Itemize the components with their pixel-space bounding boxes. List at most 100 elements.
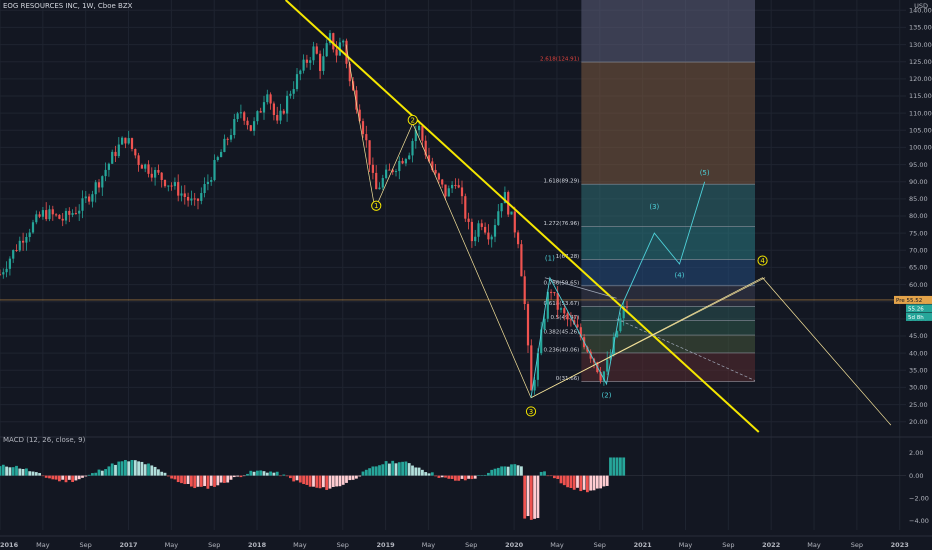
candle-body	[328, 33, 332, 44]
y-tick-label: 125.00	[909, 58, 932, 66]
candle-body	[107, 163, 110, 170]
macd-bar	[394, 463, 398, 476]
macd-bar	[371, 466, 375, 476]
candle-body	[210, 180, 213, 182]
candle-body	[177, 182, 180, 196]
macd-bar	[589, 475, 593, 491]
candle-body	[61, 218, 64, 221]
macd-bar	[572, 475, 576, 490]
fib-zone	[581, 0, 755, 63]
candle-body	[220, 151, 223, 158]
candle-body	[114, 151, 117, 157]
macd-bar	[322, 475, 325, 488]
fib-label: 0.382(45.26)	[544, 330, 580, 336]
candle-body	[51, 209, 54, 215]
macd-bar	[579, 475, 583, 492]
macd-bar	[298, 475, 302, 483]
candle-body	[540, 329, 543, 354]
wave-label-circle	[407, 114, 418, 126]
currency-label: USD	[914, 2, 928, 10]
macd-bar	[374, 466, 378, 476]
candle-body	[622, 306, 625, 319]
macd-bar	[341, 475, 345, 485]
y-tick-label: 30.00	[909, 384, 928, 392]
x-tick-label: 2017	[119, 541, 137, 549]
candle-body	[246, 120, 249, 126]
macd-bar	[209, 475, 213, 486]
macd-bar	[265, 472, 269, 476]
price-tag	[906, 304, 932, 313]
candle-body	[302, 59, 305, 71]
candle-body	[124, 137, 127, 144]
candle-body	[401, 160, 404, 164]
macd-bar	[143, 464, 147, 476]
fib-label: 2.618(124.91)	[540, 57, 579, 63]
candle-body	[239, 112, 242, 114]
macd-bar	[602, 475, 606, 487]
macd-bar	[249, 470, 253, 476]
candle-body	[173, 182, 176, 187]
y-tick-label: 95.00	[909, 161, 928, 169]
candle-body	[74, 213, 77, 215]
macd-bar	[619, 457, 622, 476]
candle-body	[305, 59, 308, 63]
fib-label: 0.236(40.06)	[544, 347, 580, 353]
fib-zone	[581, 320, 755, 336]
candle-body	[111, 151, 114, 164]
macd-bar	[272, 472, 276, 476]
candle-body	[12, 250, 15, 259]
candle-body	[480, 223, 483, 227]
y-tick-label: 110.00	[909, 109, 932, 117]
candle-body	[576, 324, 579, 328]
macd-bar	[48, 475, 51, 479]
macd-bar	[427, 473, 431, 476]
candle-body	[358, 109, 361, 122]
macd-bar	[232, 475, 236, 478]
x-tick-label: Sep	[722, 541, 734, 549]
macd-bar	[1, 464, 5, 476]
macd-bar	[569, 475, 573, 488]
candle-body	[606, 359, 609, 372]
wave-label-minor: (1)	[545, 255, 555, 263]
macd-bar	[107, 466, 111, 476]
x-tick-label: 2019	[377, 541, 396, 549]
macd-bar	[67, 475, 71, 480]
macd-bar	[414, 467, 418, 476]
y-tick-label: 20.00	[909, 418, 928, 426]
candle-body	[322, 56, 325, 71]
macd-bar	[295, 475, 299, 481]
candle-body	[378, 187, 381, 190]
macd-bar	[166, 475, 170, 477]
candle-body	[619, 318, 622, 332]
candle-body	[262, 102, 266, 113]
macd-bar	[236, 475, 239, 477]
macd-bar	[279, 475, 282, 477]
macd-bar	[487, 472, 490, 476]
macd-bar	[223, 475, 226, 483]
macd-bar	[421, 469, 424, 476]
y-tick-label: 105.00	[909, 126, 932, 134]
macd-bar	[546, 475, 550, 477]
countdown-tag	[906, 312, 932, 321]
candle-body	[312, 46, 315, 61]
macd-bar	[595, 475, 599, 489]
macd-bar	[467, 475, 470, 479]
candle-body	[348, 63, 351, 82]
fib-zone	[581, 62, 755, 185]
candle-body	[206, 181, 209, 185]
candle-body	[187, 196, 190, 201]
candle-body	[513, 211, 516, 233]
macd-bar	[411, 465, 414, 476]
candle-body	[536, 353, 539, 380]
candle-body	[563, 308, 566, 314]
macd-bar	[282, 474, 286, 476]
macd-bar	[213, 475, 216, 487]
wave-label-minor: (5)	[700, 169, 710, 177]
candle-body	[394, 171, 398, 173]
macd-bar	[582, 475, 586, 490]
macd-bar	[5, 466, 8, 476]
macd-bar	[480, 475, 484, 476]
x-tick-label: May	[36, 541, 50, 549]
x-tick-label: 2018	[248, 541, 267, 549]
